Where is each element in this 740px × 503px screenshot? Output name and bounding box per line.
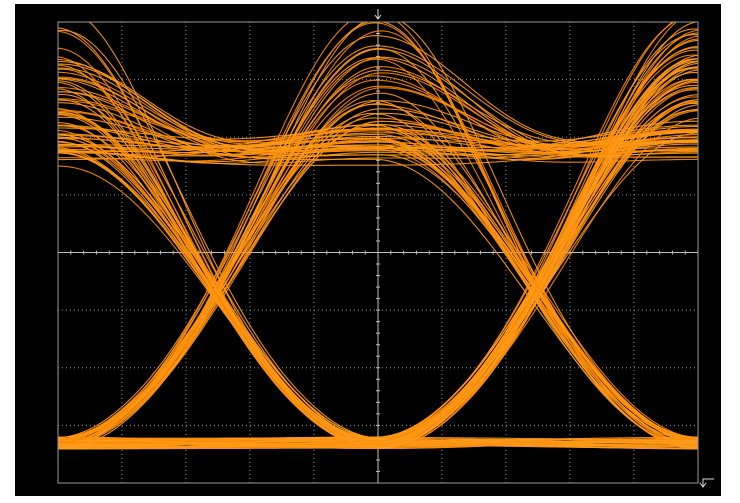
page: (() => { const NS = 'http://www.w3.org/2… bbox=[0, 0, 740, 503]
oscilloscope-screen bbox=[0, 0, 740, 503]
